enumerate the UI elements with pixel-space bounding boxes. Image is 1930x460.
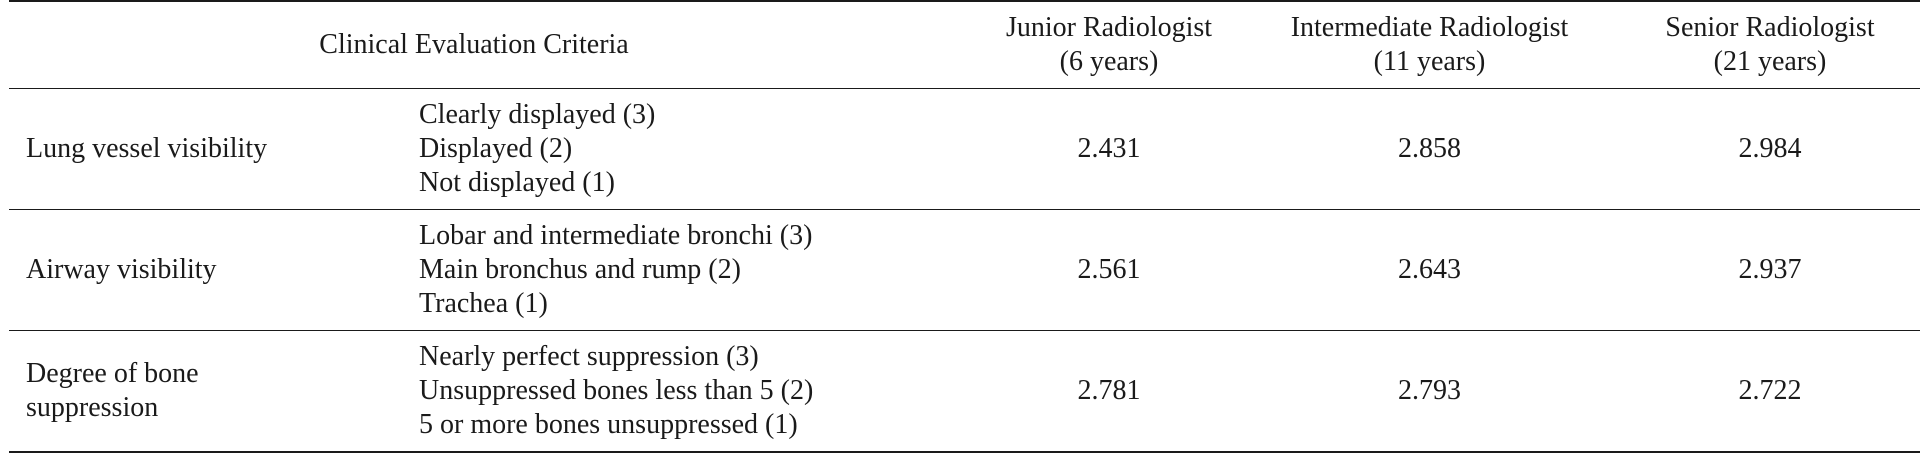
senior-score: 2.722 [1738, 375, 1802, 406]
table-row: Degree of bone suppression Nearly perfec… [9, 331, 1920, 453]
scale-option: Clearly displayed (3) [419, 99, 656, 130]
clinical-evaluation-table: Clinical Evaluation Criteria Junior Radi… [9, 0, 1920, 453]
scoring-scale: Nearly perfect suppression (3) Unsuppres… [419, 331, 979, 453]
junior-score: 2.561 [1077, 254, 1141, 285]
scale-option: Not displayed (1) [419, 167, 615, 198]
intermediate-experience: (11 years) [1373, 46, 1486, 77]
evaluation-table-container: Clinical Evaluation Criteria Junior Radi… [9, 0, 1920, 453]
scale-option: Unsuppressed bones less than 5 (2) [419, 375, 814, 406]
junior-experience: (6 years) [1059, 46, 1159, 77]
scoring-scale: Clearly displayed (3) Displayed (2) Not … [419, 89, 979, 210]
scale-option: 5 or more bones unsuppressed (1) [419, 409, 798, 440]
intermediate-title: Intermediate Radiologist [1290, 12, 1569, 43]
junior-radiologist-header: Junior Radiologist (6 years) [979, 1, 1239, 89]
scale-option: Nearly perfect suppression (3) [419, 341, 759, 372]
criterion-airway: Airway visibility [26, 254, 217, 285]
scale-option: Main bronchus and rump (2) [419, 254, 741, 285]
intermediate-score: 2.793 [1398, 375, 1461, 406]
criterion-lung-vessel: Lung vessel visibility [26, 133, 268, 164]
criterion-bone-suppression: Degree of bone suppression [26, 358, 199, 423]
criteria-header: Clinical Evaluation Criteria [319, 29, 629, 60]
senior-score: 2.937 [1738, 254, 1802, 285]
intermediate-radiologist-header: Intermediate Radiologist (11 years) [1239, 1, 1620, 89]
senior-radiologist-header: Senior Radiologist (21 years) [1620, 1, 1920, 89]
senior-score: 2.984 [1738, 133, 1802, 164]
intermediate-score: 2.643 [1398, 254, 1461, 285]
senior-title: Senior Radiologist [1665, 12, 1875, 43]
intermediate-score: 2.858 [1398, 133, 1461, 164]
scale-option: Displayed (2) [419, 133, 573, 164]
scoring-scale: Lobar and intermediate bronchi (3) Main … [419, 210, 979, 331]
table-row: Lung vessel visibility Clearly displayed… [9, 89, 1920, 210]
scale-option: Lobar and intermediate bronchi (3) [419, 220, 813, 251]
table-row: Airway visibility Lobar and intermediate… [9, 210, 1920, 331]
scale-option: Trachea (1) [419, 288, 548, 319]
junior-score: 2.781 [1077, 375, 1141, 406]
junior-title: Junior Radiologist [1005, 12, 1213, 43]
senior-experience: (21 years) [1713, 46, 1827, 77]
table-header-row: Clinical Evaluation Criteria Junior Radi… [9, 1, 1920, 89]
junior-score: 2.431 [1077, 133, 1141, 164]
